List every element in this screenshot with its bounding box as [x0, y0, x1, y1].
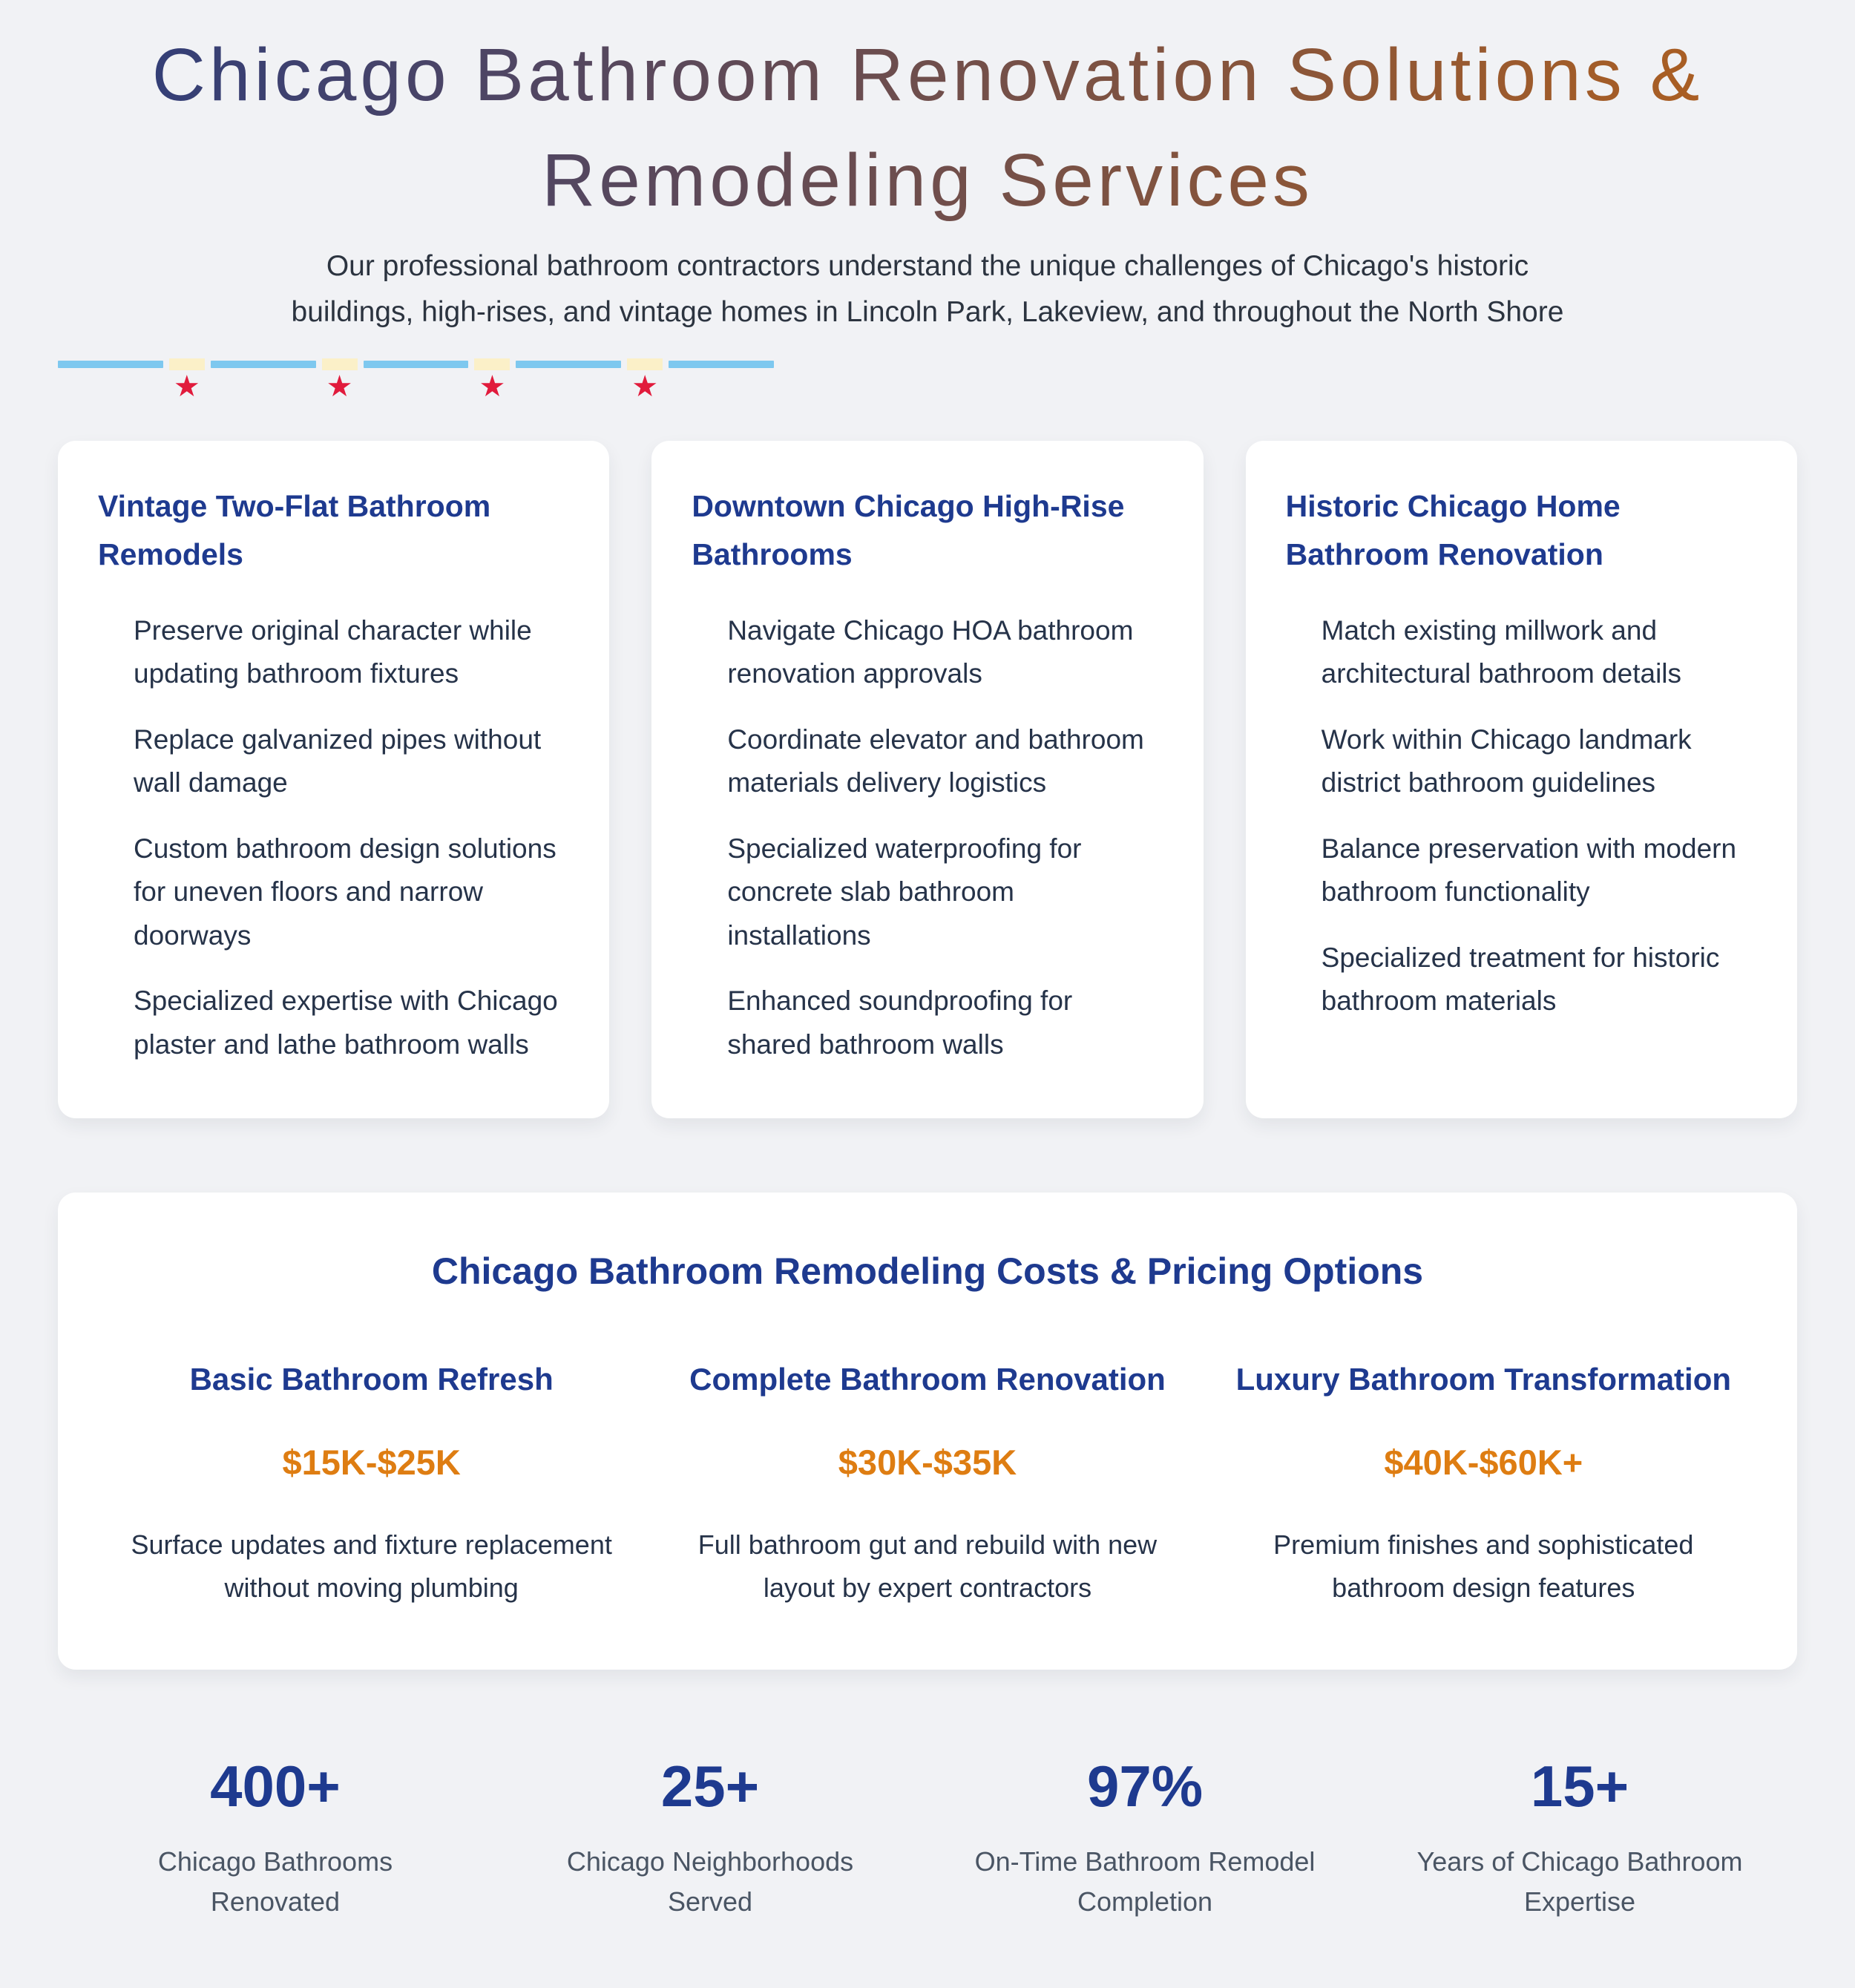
stat-item: 97% On-Time Bathroom Remodel Completion [928, 1757, 1362, 1923]
tier-price: $30K-$35K [838, 1442, 1017, 1482]
tier-description: Full bathroom gut and rebuild with new l… [697, 1529, 1158, 1604]
flag-stripe [363, 360, 469, 368]
service-card-historic-home: Historic Chicago Home Bathroom Renovatio… [1245, 440, 1797, 1119]
flag-stripe [58, 360, 163, 368]
pricing-tier-luxury: Luxury Bathroom Transformation $40K-$60K… [1222, 1359, 1745, 1610]
card-title: Vintage Two-Flat Bathroom Remodels [98, 488, 491, 572]
page-title-line1: Chicago Bathroom Renovation Solutions & [151, 33, 1704, 117]
tier-description: Surface updates and fixture replacement … [131, 1529, 612, 1604]
tier-description: Premium finishes and sophisticated bathr… [1273, 1529, 1694, 1604]
page-title: Chicago Bathroom Renovation Solutions & R… [74, 22, 1781, 233]
stat-label: Chicago Neighborhoods Served [566, 1846, 854, 1918]
card-feature-list: Navigate Chicago HOA bathroom renovation… [692, 609, 1163, 1066]
stat-item: 15+ Years of Chicago Bathroom Expertise [1362, 1757, 1797, 1923]
card-feature-item: Specialized treatment for historic bathr… [1321, 942, 1720, 1017]
card-feature-item: Coordinate elevator and bathroom materia… [727, 724, 1144, 798]
page: Chicago Bathroom Renovation Solutions & R… [0, 22, 1855, 1967]
chicago-star-icon: ★ [631, 369, 659, 404]
tier-name: Basic Bathroom Refresh [189, 1362, 554, 1397]
flag-stripe [669, 360, 774, 368]
flag-square: ★ [321, 358, 358, 401]
service-cards: Vintage Two-Flat Bathroom Remodels Prese… [58, 440, 1797, 1119]
chicago-star-icon: ★ [479, 369, 506, 404]
hero-subtitle: Our professional bathroom contractors un… [291, 250, 1564, 329]
chicago-star-icon: ★ [326, 369, 353, 404]
flag-stripe [210, 360, 316, 368]
service-card-vintage-two-flat: Vintage Two-Flat Bathroom Remodels Prese… [58, 440, 610, 1119]
service-card-high-rise: Downtown Chicago High-Rise Bathrooms Nav… [651, 440, 1204, 1119]
tier-name: Complete Bathroom Renovation [689, 1362, 1166, 1397]
tier-price: $15K-$25K [282, 1442, 461, 1482]
card-feature-item: Custom bathroom design solutions for une… [134, 833, 556, 951]
card-feature-item: Navigate Chicago HOA bathroom renovation… [727, 614, 1134, 689]
tier-price: $40K-$60K+ [1384, 1442, 1583, 1482]
pricing-title: Chicago Bathroom Remodeling Costs & Pric… [431, 1250, 1424, 1293]
stat-value: 97% [1086, 1753, 1204, 1819]
stat-label: Years of Chicago Bathroom Expertise [1416, 1846, 1743, 1918]
tier-name: Luxury Bathroom Transformation [1235, 1362, 1732, 1397]
stat-label: On-Time Bathroom Remodel Completion [974, 1846, 1316, 1918]
flag-stripe [516, 360, 622, 368]
card-feature-item: Enhanced soundproofing for shared bathro… [727, 985, 1073, 1060]
card-feature-item: Specialized waterproofing for concrete s… [727, 833, 1082, 951]
card-feature-list: Preserve original character while updati… [98, 609, 569, 1066]
chicago-flag-divider: ★ ★ ★ ★ [58, 358, 774, 401]
card-feature-item: Specialized expertise with Chicago plast… [134, 985, 558, 1060]
chicago-star-icon: ★ [173, 369, 200, 404]
flag-square: ★ [474, 358, 510, 401]
flag-square: ★ [168, 358, 205, 401]
stat-value: 400+ [210, 1753, 341, 1819]
pricing-tier-complete: Complete Bathroom Renovation $30K-$35K F… [666, 1359, 1189, 1610]
stat-value: 15+ [1530, 1753, 1629, 1819]
flag-square: ★ [627, 358, 663, 401]
stats-section: 400+ Chicago Bathrooms Renovated 25+ Chi… [58, 1757, 1797, 1923]
page-title-line2: Remodeling Services [542, 139, 1313, 222]
stat-label: Chicago Bathrooms Renovated [157, 1846, 393, 1918]
pricing-tier-basic: Basic Bathroom Refresh $15K-$25K Surface… [110, 1359, 633, 1610]
card-feature-item: Work within Chicago landmark district ba… [1321, 724, 1692, 798]
stat-value: 25+ [660, 1753, 760, 1819]
card-feature-item: Balance preservation with modern bathroo… [1321, 833, 1737, 908]
stat-item: 25+ Chicago Neighborhoods Served [493, 1757, 928, 1923]
card-feature-item: Preserve original character while updati… [134, 614, 532, 689]
card-feature-item: Replace galvanized pipes without wall da… [134, 724, 542, 798]
stat-item: 400+ Chicago Bathrooms Renovated [58, 1757, 493, 1923]
card-title: Historic Chicago Home Bathroom Renovatio… [1285, 488, 1621, 572]
pricing-section: Chicago Bathroom Remodeling Costs & Pric… [58, 1193, 1797, 1670]
pricing-tiers: Basic Bathroom Refresh $15K-$25K Surface… [110, 1359, 1745, 1610]
card-feature-item: Match existing millwork and architectura… [1321, 614, 1682, 689]
card-title: Downtown Chicago High-Rise Bathrooms [692, 488, 1125, 572]
card-feature-list: Match existing millwork and architectura… [1286, 609, 1757, 1023]
